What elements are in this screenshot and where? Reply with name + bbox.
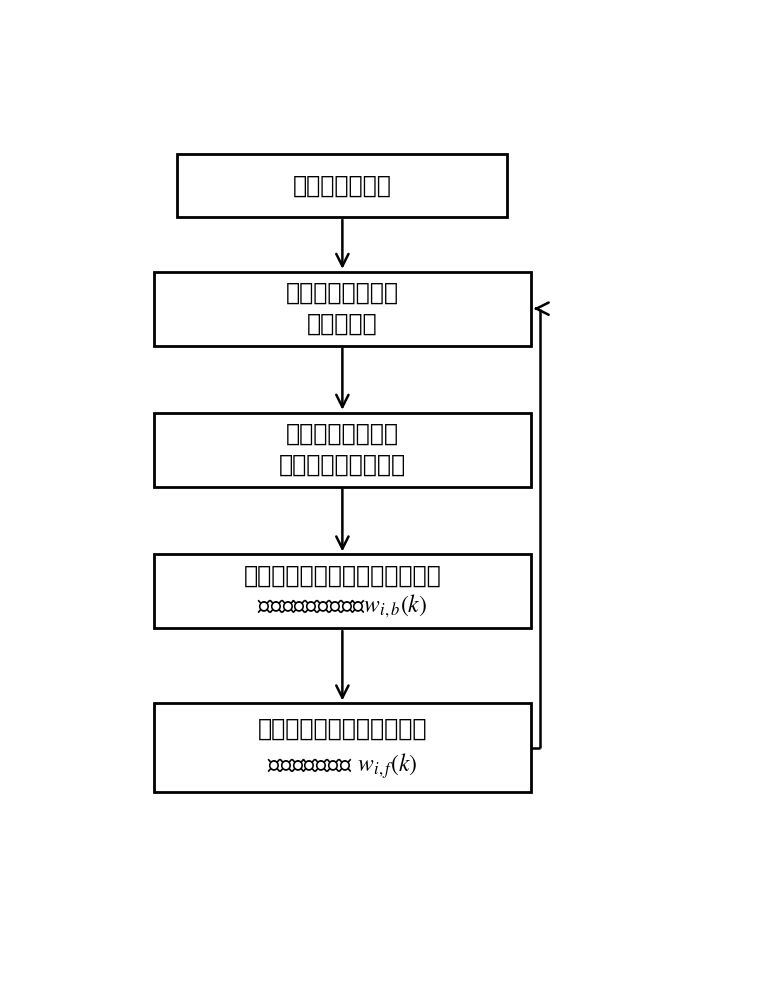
Text: 后端控制滤波器系数$w_{i,b}(k)$: 后端控制滤波器系数$w_{i,b}(k)$ <box>258 593 427 620</box>
Bar <box>154 413 530 487</box>
Bar <box>177 154 508 217</box>
Text: 制滤波器的系数 $w_{i,f}(k)$: 制滤波器的系数 $w_{i,f}(k)$ <box>268 751 417 781</box>
Bar <box>154 703 530 792</box>
Text: 在频域内使用最小均方方法更新: 在频域内使用最小均方方法更新 <box>243 564 442 588</box>
Text: 通过系数平滑器更新前端控: 通过系数平滑器更新前端控 <box>258 717 427 741</box>
Text: 将参考信号与误差: 将参考信号与误差 <box>286 422 399 446</box>
Text: 实时获取参考信号: 实时获取参考信号 <box>286 281 399 305</box>
Bar <box>154 554 530 628</box>
Text: 与误差信号: 与误差信号 <box>307 312 378 336</box>
Text: 初始化系统参数: 初始化系统参数 <box>293 173 392 197</box>
Bar <box>154 272 530 346</box>
Text: 信号转换到频域信号: 信号转换到频域信号 <box>279 453 406 477</box>
